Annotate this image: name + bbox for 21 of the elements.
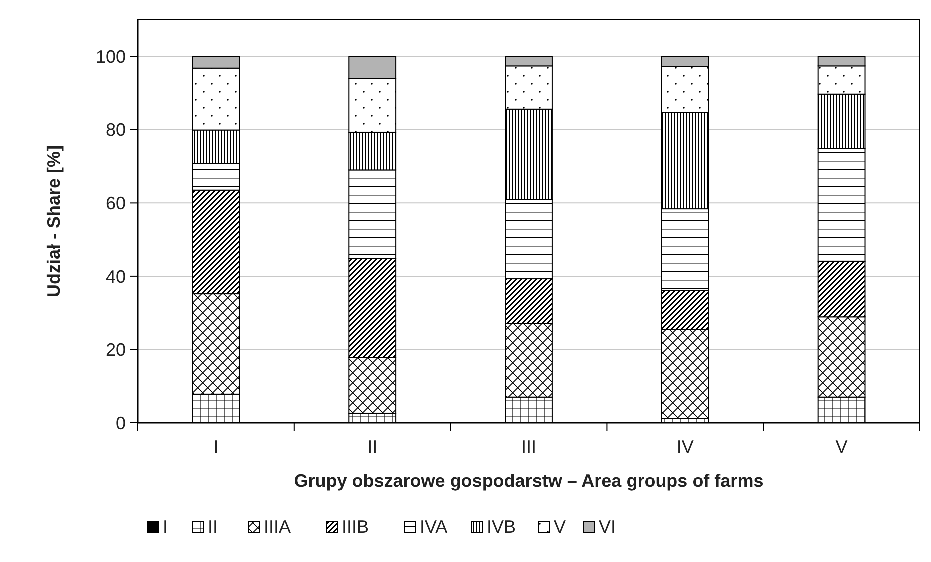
legend-label: VI [599, 516, 616, 537]
legend-label: II [208, 516, 218, 537]
legend-label: IIIA [264, 516, 292, 537]
y-axis-title: Udział - Share [%] [44, 145, 64, 298]
y-tick-label: 20 [106, 340, 126, 360]
x-tick-label: V [836, 437, 848, 457]
legend-label: V [554, 516, 566, 537]
x-tick-label: III [521, 437, 537, 457]
y-tick-label: 0 [116, 413, 126, 434]
x-tick-label: IV [676, 437, 694, 457]
x-axis-title: Grupy obszarowe gospodarstw – Area groups of farms [294, 471, 764, 491]
x-tick-label: II [368, 437, 378, 457]
y-tick-label: 80 [106, 120, 126, 140]
legend-label: I [163, 516, 168, 537]
legend-label: IVA [420, 516, 448, 537]
legend-label: IVB [487, 516, 516, 537]
legend-label: IIIB [342, 516, 370, 537]
y-tick-label: 40 [106, 266, 126, 287]
x-tick-label: I [214, 437, 219, 457]
y-tick-label: 100 [96, 46, 126, 67]
y-tick-label: 60 [106, 193, 126, 214]
